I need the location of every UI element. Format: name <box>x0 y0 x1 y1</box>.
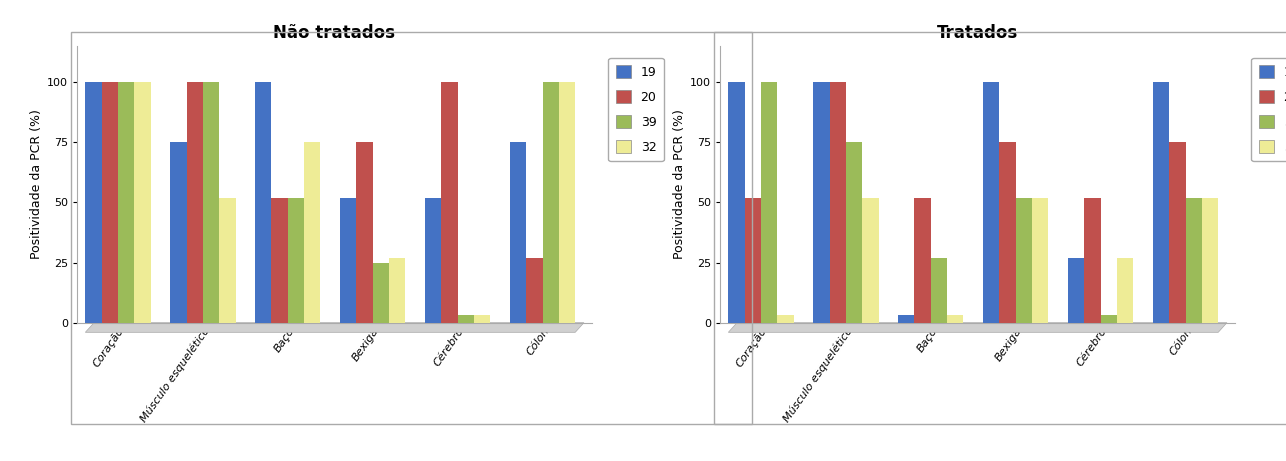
Bar <box>102 82 118 323</box>
Title: Não tratados: Não tratados <box>274 24 395 42</box>
Bar <box>186 82 203 323</box>
Bar <box>813 82 829 323</box>
Bar <box>203 82 219 323</box>
Bar <box>948 315 963 323</box>
Bar <box>1169 142 1186 323</box>
Bar <box>1084 198 1101 323</box>
Y-axis label: Positividade da PCR (%): Positividade da PCR (%) <box>673 109 685 260</box>
Bar <box>862 198 878 323</box>
Bar <box>85 82 102 323</box>
Bar <box>761 82 777 323</box>
Bar <box>373 263 390 323</box>
Bar <box>898 315 914 323</box>
Legend: 19, 20, 39, 32: 19, 20, 39, 32 <box>608 58 664 161</box>
Bar <box>983 82 999 323</box>
Bar <box>441 82 458 323</box>
Bar <box>271 198 288 323</box>
Title: Tratados: Tratados <box>936 24 1019 42</box>
Bar <box>559 82 575 323</box>
Bar <box>914 198 931 323</box>
Bar <box>829 82 846 323</box>
Bar <box>219 198 235 323</box>
Bar <box>134 82 150 323</box>
Bar <box>999 142 1016 323</box>
Bar <box>340 198 356 323</box>
Bar <box>424 198 441 323</box>
Bar <box>777 315 793 323</box>
Bar <box>1154 82 1169 323</box>
Bar <box>390 258 405 323</box>
Bar <box>255 82 271 323</box>
Bar <box>1202 198 1218 323</box>
Polygon shape <box>85 323 584 332</box>
Bar <box>745 198 761 323</box>
Polygon shape <box>728 323 1227 332</box>
Bar <box>458 315 475 323</box>
Bar <box>1101 315 1118 323</box>
Bar <box>931 258 948 323</box>
Bar <box>288 198 305 323</box>
Bar <box>1067 258 1084 323</box>
Bar <box>118 82 134 323</box>
Bar <box>475 315 490 323</box>
Bar <box>1033 198 1048 323</box>
Bar <box>1118 258 1133 323</box>
Bar <box>356 142 373 323</box>
Bar <box>846 142 862 323</box>
Bar <box>511 142 526 323</box>
Legend: 19, 20, 39, 32: 19, 20, 39, 32 <box>1251 58 1286 161</box>
Bar <box>170 142 186 323</box>
Bar <box>728 82 745 323</box>
Bar <box>526 258 543 323</box>
Y-axis label: Positividade da PCR (%): Positividade da PCR (%) <box>30 109 42 260</box>
Bar <box>305 142 320 323</box>
Bar <box>1186 198 1202 323</box>
Bar <box>543 82 559 323</box>
Bar <box>1016 198 1033 323</box>
